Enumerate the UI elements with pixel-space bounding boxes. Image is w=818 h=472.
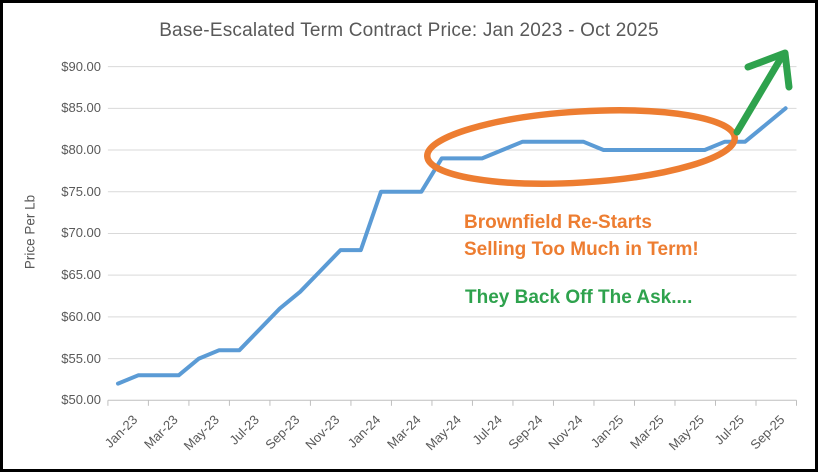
y-axis-tick-label: $60.00	[61, 308, 101, 324]
price-line	[116, 106, 788, 386]
y-axis-tick-label: $75.00	[61, 183, 101, 199]
up-arrow-shaft	[733, 54, 785, 136]
y-axis-tick-label: $80.00	[61, 142, 101, 158]
y-axis-tick-label: $70.00	[61, 225, 101, 241]
brownfield-annotation-line1: Brownfield Re-Starts	[464, 212, 652, 233]
y-axis-tick-label: $50.00	[61, 392, 101, 408]
chart-title: Base-Escalated Term Contract Price: Jan …	[159, 20, 659, 41]
y-axis-tick-label: $55.00	[61, 350, 101, 366]
back-off-annotation: They Back Off The Ask....	[465, 287, 693, 308]
brownfield-annotation-line2: Selling Too Much in Term!	[464, 239, 699, 260]
y-axis-tick-label: $65.00	[61, 267, 101, 283]
up-arrow-head	[744, 49, 793, 91]
y-axis-tick-label: $85.00	[61, 100, 101, 116]
line-chart-plot	[107, 49, 797, 406]
brownfield-annotation: Brownfield Re-Starts Selling Too Much in…	[464, 209, 699, 263]
highlight-ellipse	[424, 107, 738, 187]
price-line-series	[116, 106, 788, 386]
up-arrow-icon	[733, 49, 793, 136]
y-axis-tick-label: $90.00	[61, 58, 101, 74]
